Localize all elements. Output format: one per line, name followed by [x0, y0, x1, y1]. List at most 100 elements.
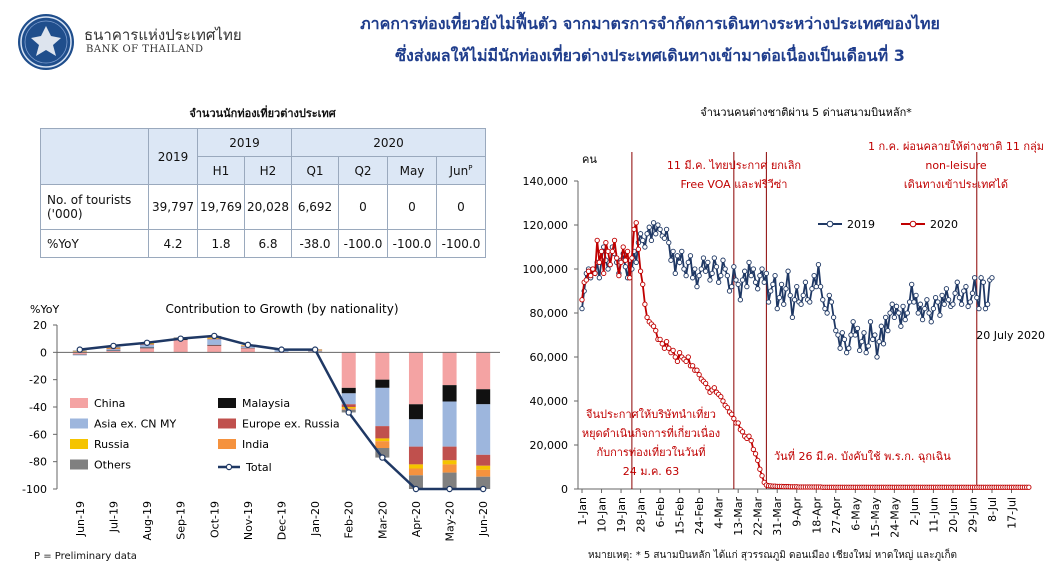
series-point — [822, 305, 828, 312]
series-point — [967, 299, 973, 305]
series-point — [789, 314, 796, 321]
total-point — [278, 346, 285, 353]
x-tick-label: May-20 — [444, 501, 457, 542]
bar-segment — [207, 344, 222, 346]
series-point — [922, 305, 928, 312]
series-point — [700, 255, 707, 261]
bar-segment — [341, 387, 356, 394]
bar-segment — [140, 344, 155, 348]
series-point — [598, 248, 605, 255]
series-point — [833, 327, 839, 334]
series-point — [640, 237, 646, 244]
series-point — [676, 259, 683, 266]
series-point — [813, 283, 819, 290]
footnote-preliminary: P = Preliminary data — [34, 551, 137, 562]
row-label-yoy: %YoY — [40, 229, 149, 258]
bar-segment — [106, 350, 121, 353]
series-point — [692, 266, 698, 272]
series-point — [857, 347, 863, 354]
bar-segment — [207, 339, 222, 345]
series-point — [707, 277, 713, 283]
series-point — [666, 345, 672, 351]
series-point — [930, 305, 937, 312]
series-point — [748, 437, 754, 444]
series-point — [694, 283, 700, 290]
series-point — [601, 270, 607, 277]
series-point — [794, 283, 800, 290]
x-tick-label: Nov-19 — [242, 501, 255, 540]
series-point — [720, 398, 726, 404]
series-point — [898, 323, 904, 329]
series-point — [791, 297, 798, 303]
bar-segment — [476, 476, 491, 489]
series-point — [932, 294, 939, 301]
y-tick-label: 80,000 — [530, 307, 569, 320]
y-tick-label: -60 — [29, 428, 47, 441]
series-point — [670, 248, 676, 255]
series-point — [629, 255, 635, 261]
event-annotation: 11 มี.ค. ไทยประกาศ ยกเลิก — [667, 159, 801, 172]
legend-swatch — [218, 398, 236, 408]
series-point — [670, 347, 676, 354]
series-point — [720, 257, 726, 263]
event-annotation: non-leisure — [925, 159, 987, 172]
x-tick-label: 6-May — [849, 497, 862, 531]
series-point — [590, 266, 596, 272]
series-point — [735, 281, 741, 288]
bar-segment — [476, 465, 491, 470]
legend-total-marker — [225, 463, 233, 471]
series-point — [755, 286, 761, 292]
x-tick-label: Apr-20 — [410, 501, 423, 537]
table-cell: 1.8 — [197, 229, 245, 258]
series-point — [759, 473, 765, 479]
page-title-line1: ภาคการท่องเที่ยวยังไม่ฟื้นตัว จากมาตรการ… — [360, 14, 940, 33]
series-point — [904, 310, 911, 316]
bar-segment — [375, 441, 390, 448]
footnote-airports: หมายเหตุ: * 5 สนามบินหลัก ได้แก่ สุวรรณภ… — [588, 550, 957, 561]
contribution-chart: Contribution to Growth (by nationality)%… — [22, 302, 500, 542]
x-tick-label: 24-May — [888, 497, 901, 538]
series-point — [596, 275, 603, 281]
series-point — [761, 279, 767, 285]
y-tick-label: 40,000 — [530, 395, 569, 408]
series-point — [872, 332, 878, 338]
series-point — [653, 327, 659, 334]
x-tick-label: 22-Mar — [752, 497, 765, 536]
series-point — [874, 354, 880, 360]
bar-segment — [173, 340, 188, 353]
table-row: %YoY 4.2 1.8 6.8 -38.0 -100.0 -100.0 -10… — [40, 229, 486, 258]
x-tick-label: 11-Jun — [927, 497, 940, 533]
series-point — [713, 264, 720, 270]
header-h2: H2 — [244, 156, 292, 185]
table-row: No. of tourists ('000) 39,797 19,769 20,… — [40, 184, 486, 230]
total-point — [110, 342, 117, 350]
x-tick-label: 8-Jul — [986, 497, 999, 522]
page-title-line2: ซึ่งส่งผลให้ไม่มีนักท่องเที่ยวต่างประเทศ… — [395, 46, 905, 65]
table-cell: 0 — [338, 184, 388, 230]
header-group-2020: 2020 — [291, 128, 486, 157]
series-point — [605, 266, 611, 272]
series-point — [839, 330, 845, 336]
series-point — [689, 363, 696, 369]
total-point — [211, 332, 218, 340]
series-point — [614, 255, 620, 261]
series-point — [746, 259, 752, 266]
series-point — [655, 222, 661, 228]
table-cell: 39,797 — [148, 184, 198, 230]
series-point — [585, 268, 592, 274]
series-point — [679, 248, 685, 255]
bar-segment — [442, 401, 457, 447]
series-point — [969, 290, 976, 296]
series-point — [906, 299, 913, 305]
header-q1: Q1 — [291, 156, 339, 185]
header-group-2019: 2019 — [197, 128, 292, 157]
series-point — [748, 272, 754, 279]
bar-segment — [442, 446, 457, 461]
bar-segment — [375, 352, 390, 380]
series-point — [852, 332, 858, 338]
series-point — [776, 294, 783, 301]
series-point — [984, 301, 991, 307]
x-tick-label: 27-Apr — [830, 497, 843, 534]
series-point — [880, 341, 887, 347]
bar-segment — [375, 448, 390, 458]
